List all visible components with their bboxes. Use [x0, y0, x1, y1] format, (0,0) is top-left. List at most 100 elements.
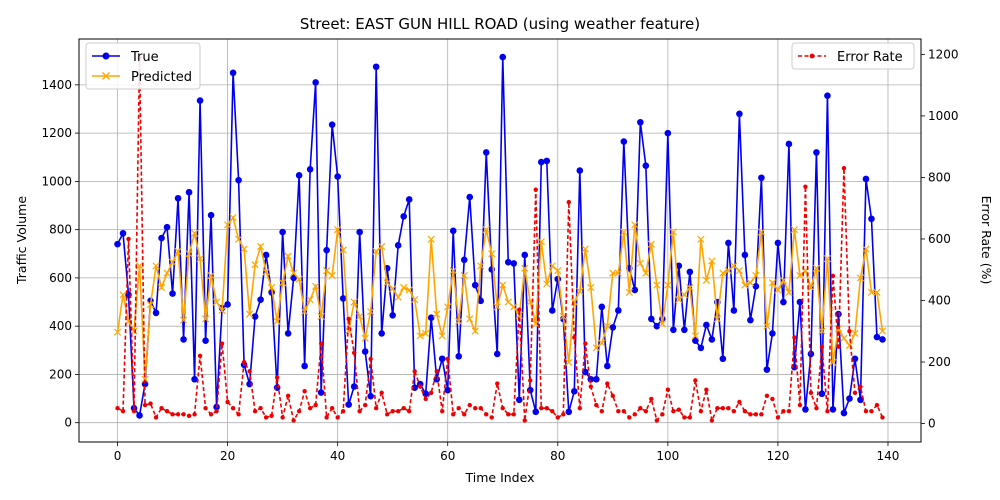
error-point	[324, 415, 329, 420]
predicted-point	[427, 235, 435, 243]
predicted-point	[554, 267, 562, 275]
error-point	[296, 409, 302, 414]
predicted-point	[768, 279, 777, 287]
true-point	[504, 258, 512, 266]
true-point	[774, 239, 782, 247]
error-point	[792, 335, 797, 340]
y2-axis-ticks: 0 200 400 600 800 1000 1200	[921, 47, 959, 431]
error-point	[115, 405, 120, 411]
predicted-point	[163, 269, 171, 277]
error-point	[451, 412, 456, 417]
error-point	[208, 412, 214, 417]
x-tick-label: 100	[656, 449, 679, 463]
true-point	[207, 211, 215, 219]
true-point	[868, 215, 875, 223]
error-point	[379, 390, 384, 395]
predicted-point	[537, 238, 545, 246]
error-point	[318, 341, 324, 346]
error-point	[748, 412, 753, 417]
true-point	[758, 174, 765, 182]
predicted-point	[669, 228, 677, 236]
error-point	[434, 369, 439, 374]
error-point	[517, 307, 522, 312]
true-point	[224, 301, 231, 308]
predicted-point	[790, 226, 799, 234]
true-point	[262, 251, 270, 259]
true-point	[802, 406, 809, 413]
y2-tick-label: 0	[928, 417, 936, 431]
true-point	[840, 409, 848, 417]
y-tick-label: 1400	[41, 78, 72, 92]
error-point	[709, 418, 715, 423]
error-point	[373, 405, 379, 411]
x-tick-label: 40	[330, 449, 345, 463]
error-point	[775, 415, 781, 420]
error-point	[126, 236, 131, 242]
error-point	[181, 412, 186, 417]
error-point	[263, 415, 269, 420]
true-point	[813, 149, 820, 156]
error-point	[638, 405, 643, 411]
true-point	[736, 110, 743, 118]
error-point	[715, 405, 720, 411]
true-point	[593, 375, 600, 383]
y2-tick-label: 800	[928, 170, 951, 184]
predicted-point	[576, 287, 584, 295]
error-point	[566, 199, 571, 205]
x-tick-label: 120	[766, 449, 789, 463]
error-point	[819, 344, 825, 349]
error-point	[340, 409, 346, 414]
error-point	[528, 378, 533, 383]
error-point	[671, 409, 676, 414]
x-tick-label: 60	[440, 449, 455, 463]
true-point	[163, 223, 171, 231]
true-point	[191, 375, 198, 383]
error-point	[726, 405, 731, 411]
predicted-point	[878, 327, 887, 335]
legend-error-label: Error Rate	[837, 50, 903, 65]
true-point	[587, 375, 595, 383]
true-point	[273, 384, 281, 392]
error-point	[214, 409, 219, 414]
error-point	[131, 409, 137, 414]
predicted-point	[840, 334, 848, 342]
true-point	[752, 283, 760, 290]
error-point	[786, 409, 792, 414]
error-point	[335, 415, 340, 420]
true-point	[152, 309, 160, 317]
y2-tick-label: 600	[928, 232, 951, 246]
true-point	[730, 307, 738, 314]
error-point	[781, 409, 786, 414]
true-point	[818, 390, 826, 398]
error-point	[555, 415, 560, 420]
legend-left: True Predicted	[85, 42, 201, 90]
y-tick-label: 1200	[41, 126, 72, 140]
legend-true-marker	[102, 52, 110, 60]
error-point	[616, 409, 621, 414]
true-point	[334, 173, 341, 180]
error-point	[742, 409, 748, 414]
error-point	[489, 415, 494, 420]
true-point	[196, 97, 204, 104]
predicted-point	[862, 245, 870, 253]
predicted-point	[405, 286, 413, 294]
error-point	[159, 405, 164, 411]
true-point	[570, 388, 578, 395]
x-tick-label: 140	[877, 449, 900, 463]
predicted-point	[521, 264, 529, 272]
true-point	[356, 228, 363, 236]
error-point	[770, 396, 775, 402]
predicted-point	[433, 310, 441, 318]
true-point	[378, 330, 385, 337]
predicted-point	[152, 262, 160, 270]
predicted-point	[510, 303, 518, 311]
true-point	[444, 386, 452, 394]
predicted-point	[686, 283, 694, 292]
error-point	[550, 409, 555, 414]
error-point	[467, 402, 472, 408]
true-point	[548, 307, 556, 314]
true-point	[328, 121, 336, 128]
true-point	[515, 396, 523, 404]
true-point	[543, 157, 551, 165]
error-point	[307, 405, 313, 411]
